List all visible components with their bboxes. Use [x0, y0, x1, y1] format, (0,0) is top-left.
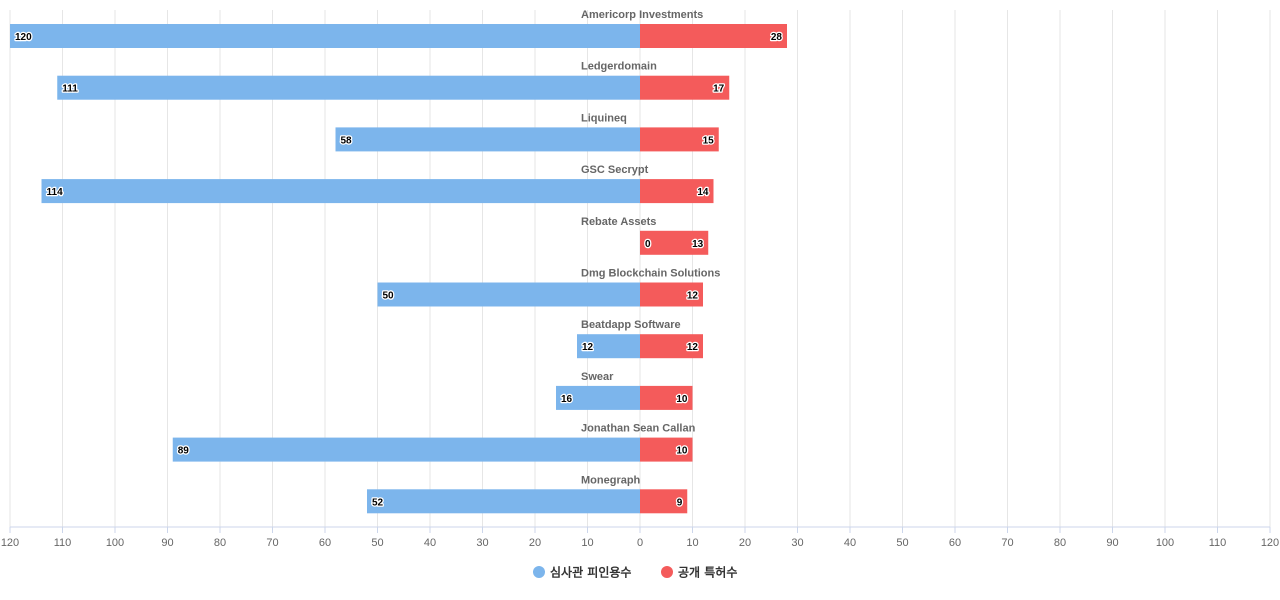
x-tick-label: 20 — [529, 537, 541, 549]
x-tick-label: 80 — [214, 537, 226, 549]
bar-left[interactable] — [577, 334, 640, 359]
bars — [10, 24, 787, 514]
bar-right[interactable] — [640, 75, 730, 100]
bar-right[interactable] — [640, 127, 719, 152]
category-label: Monegraph — [581, 474, 641, 486]
data-label-right: 13 — [692, 239, 704, 250]
bar-left[interactable] — [377, 282, 641, 307]
data-label-right: 14 — [697, 187, 709, 198]
x-tick-label: 10 — [686, 537, 698, 549]
x-tick-label: 110 — [1209, 537, 1227, 549]
bar-right[interactable] — [640, 230, 709, 255]
data-label-left: 89 — [178, 446, 190, 457]
data-label-right: 9 — [677, 497, 683, 508]
x-tick-label: 40 — [844, 537, 856, 549]
data-label-right: 12 — [687, 342, 699, 353]
bar-right[interactable] — [640, 24, 787, 48]
x-tick-label: 10 — [581, 537, 593, 549]
bar-right[interactable] — [640, 334, 703, 359]
category-label: Jonathan Sean Callan — [581, 423, 696, 435]
bar-left[interactable] — [10, 24, 640, 48]
data-label-left: 114 — [47, 187, 64, 198]
x-tick-label: 60 — [949, 537, 961, 549]
category-labels: Americorp Investments Ledgerdomain Liquine… — [581, 9, 720, 486]
bar-left[interactable] — [367, 489, 640, 514]
data-label-left: 52 — [372, 497, 384, 508]
bar-left[interactable] — [57, 75, 640, 100]
category-label: Americorp Investments — [581, 9, 703, 21]
category-label: Dmg Blockchain Solutions — [581, 268, 720, 280]
legend-marker[interactable] — [661, 566, 673, 578]
bar-right[interactable] — [640, 385, 693, 410]
category-label: Rebate Assets — [581, 216, 656, 228]
x-tick-label: 100 — [1156, 537, 1174, 549]
x-tick-label: 60 — [319, 537, 331, 549]
data-label-left: 58 — [341, 135, 353, 146]
bar-right[interactable] — [640, 489, 688, 514]
bar-left[interactable] — [172, 437, 640, 462]
x-tick-label: 30 — [476, 537, 488, 549]
x-tick-label: 50 — [896, 537, 908, 549]
legend-label[interactable]: 공개 특허수 — [678, 565, 737, 580]
data-labels: 120 28 111 17 58 15 114 14 0 13 50 12 12 12 16 10 89 10 52… — [14, 31, 784, 510]
data-label-left: 12 — [582, 342, 594, 353]
bar-left[interactable] — [335, 127, 641, 152]
x-tick-label: 100 — [106, 537, 124, 549]
bar-right[interactable] — [640, 179, 714, 204]
data-label-left: 0 — [645, 239, 651, 250]
data-label-right: 10 — [676, 394, 688, 405]
x-tick-label: 120 — [1261, 537, 1279, 549]
data-label-left: 120 — [15, 32, 32, 43]
data-label-left: 111 — [62, 84, 78, 95]
category-label: GSC Secrypt — [581, 164, 649, 176]
x-tick-label: 40 — [424, 537, 436, 549]
x-tick-label: 110 — [54, 537, 72, 549]
data-label-right: 15 — [703, 135, 715, 146]
legend-label[interactable]: 심사관 피인용수 — [550, 565, 631, 580]
bar-left[interactable] — [556, 385, 640, 410]
x-tick-label: 90 — [161, 537, 173, 549]
x-tick-label: 70 — [1001, 537, 1013, 549]
category-label: Ledgerdomain — [581, 61, 657, 73]
x-tick-label: 50 — [371, 537, 383, 549]
data-label-left: 16 — [561, 394, 573, 405]
x-tick-label: 30 — [791, 537, 803, 549]
legend-marker[interactable] — [533, 566, 545, 578]
bar-left[interactable] — [41, 179, 641, 204]
x-tick-label: 20 — [739, 537, 751, 549]
data-label-right: 17 — [713, 84, 725, 95]
category-label: Liquineq — [581, 112, 627, 124]
data-label-right: 10 — [676, 446, 688, 457]
bar-right[interactable] — [640, 282, 703, 307]
data-label-right: 28 — [771, 32, 783, 43]
category-label: Beatdapp Software — [581, 319, 681, 331]
x-tick-label: 70 — [266, 537, 278, 549]
data-label-left: 50 — [383, 291, 395, 302]
legend[interactable]: 심사관 피인용수 공개 특허수 — [533, 565, 737, 580]
bar-right[interactable] — [640, 437, 693, 462]
x-tick-label: 90 — [1106, 537, 1118, 549]
x-tick-label: 80 — [1054, 537, 1066, 549]
x-tick-label: 0 — [637, 537, 643, 549]
category-label: Swear — [581, 371, 614, 383]
data-label-right: 12 — [687, 291, 699, 302]
x-axis: 120 110 100 90 80 70 60 50 40 30 20 10 0 10 20 30 40 50 60… — [1, 526, 1279, 549]
x-tick-label: 120 — [1, 537, 19, 549]
